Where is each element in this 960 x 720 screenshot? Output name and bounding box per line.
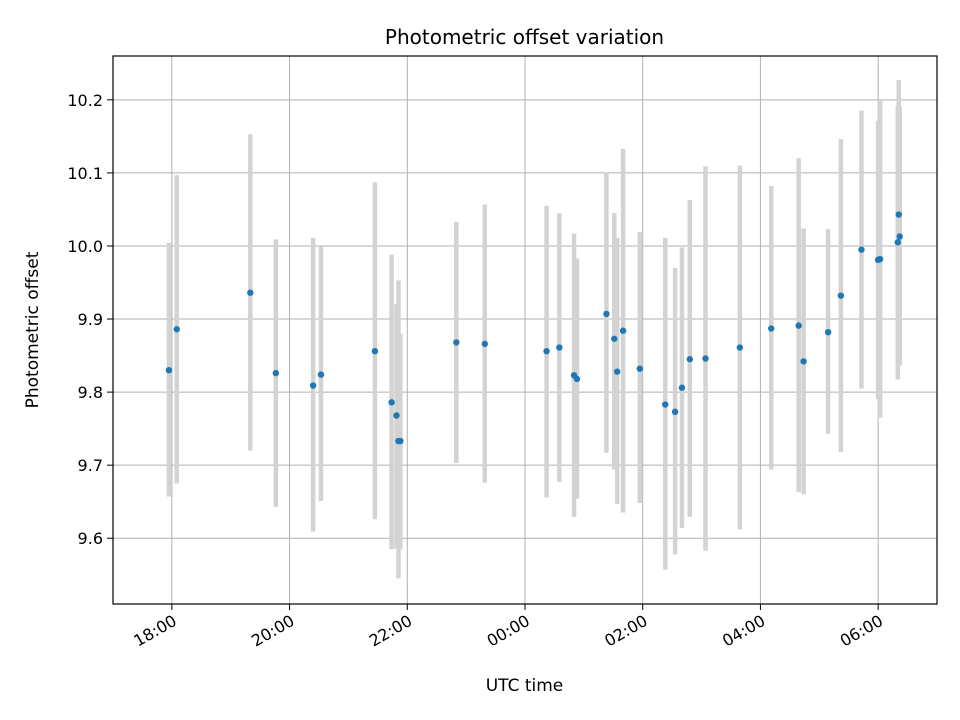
x-tick-label: 06:00 [837,611,886,651]
data-point [858,246,865,253]
x-axis-label: UTC time [486,676,564,696]
y-tick-label: 10.2 [67,91,103,110]
data-point [543,347,550,355]
data-points [165,211,903,445]
x-tick-label: 04:00 [719,611,768,651]
data-point [800,358,807,365]
chart-title: Photometric offset variation [385,25,664,49]
data-point [702,355,709,362]
y-tick-label: 10.1 [67,164,103,183]
data-point [371,347,379,355]
data-point [573,375,581,383]
data-point [876,255,884,263]
x-tick-label: 00:00 [484,611,533,651]
data-point [165,366,173,374]
data-point [895,211,902,218]
data-point [896,233,903,240]
data-point [388,399,395,406]
y-axis-label: Photometric offset [23,251,43,408]
data-point [795,322,802,329]
x-tick-label: 18:00 [130,611,179,651]
data-point [824,328,832,336]
x-tick-label: 22:00 [366,611,415,651]
data-point [317,371,325,378]
x-axis-ticks: 18:00 20:00 22:00 00:00 02:00 04:00 06:00 [130,604,886,651]
y-tick-label: 9.9 [78,310,103,329]
data-point [481,340,488,348]
x-tick-label: 02:00 [601,611,650,651]
data-point [393,412,400,419]
data-point [309,382,317,389]
data-point [636,365,643,372]
data-point [247,289,254,296]
data-point [556,344,563,351]
data-point [894,239,901,246]
y-tick-label: 9.7 [78,456,103,475]
y-tick-label: 9.6 [78,529,103,548]
data-point [662,401,669,408]
data-point [686,356,693,363]
y-tick-label: 9.8 [78,383,103,402]
data-point [619,327,627,334]
data-point [736,344,744,351]
x-tick-label: 20:00 [248,611,297,651]
data-point [397,437,404,445]
y-tick-label: 10.0 [67,237,103,256]
grid [113,56,937,604]
data-point [453,339,460,346]
data-point [272,369,280,377]
data-point [671,408,679,416]
data-point [837,292,845,299]
data-point [614,368,621,375]
data-point [678,384,686,391]
data-point [611,335,618,342]
data-point [603,310,610,318]
data-point [173,326,180,333]
errorbars [166,80,902,579]
data-point [768,325,775,332]
y-axis-ticks: 9.6 9.7 9.8 9.9 10.0 10.1 10.2 [67,91,113,548]
